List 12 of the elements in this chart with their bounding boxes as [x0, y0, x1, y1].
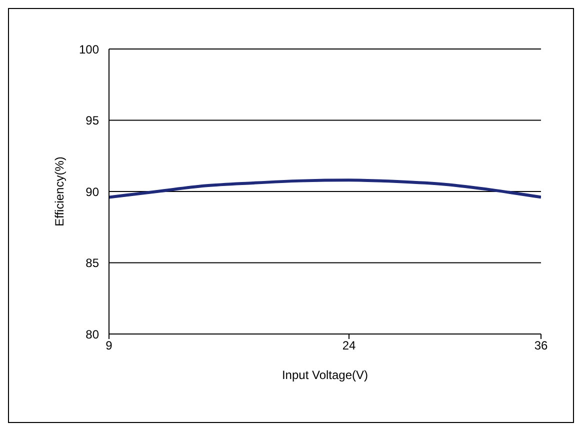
y-tick-label: 100: [78, 42, 100, 56]
y-tick-label: 80: [86, 327, 100, 342]
x-tick-label: 36: [534, 338, 548, 353]
chart-frame: 9 24 36 Input Voltage(V) 80 85 90 95 100 Efficiency(%): [8, 8, 574, 423]
x-tick-label: 24: [342, 338, 356, 353]
x-axis-title: Input Voltage(V): [282, 368, 368, 382]
y-axis-title: Efficiency(%): [52, 156, 66, 226]
y-tick-label: 95: [86, 114, 100, 128]
y-tick-label: 90: [86, 184, 100, 199]
line-series: [109, 178, 541, 199]
x-tick-label: 9: [106, 338, 113, 353]
y-tick-label: 85: [86, 256, 100, 270]
